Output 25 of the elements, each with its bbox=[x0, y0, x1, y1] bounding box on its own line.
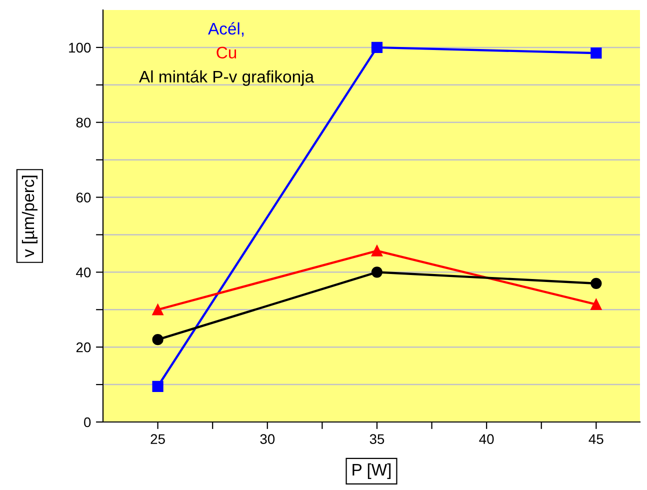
y-tick-label: 80 bbox=[76, 118, 91, 128]
x-tick-label: 40 bbox=[479, 434, 494, 444]
text: Cu bbox=[216, 46, 236, 58]
x-tick-label: 45 bbox=[588, 434, 604, 444]
point bbox=[590, 298, 602, 310]
x-tick-label: 30 bbox=[260, 434, 275, 444]
point bbox=[590, 278, 602, 289]
point bbox=[152, 380, 164, 392]
x-axis-title: P [W] bbox=[352, 463, 391, 479]
y-tick-label: 20 bbox=[76, 342, 91, 352]
y-tick-label: 100 bbox=[69, 42, 91, 53]
y-tick-label: 60 bbox=[76, 192, 91, 202]
point bbox=[152, 304, 164, 316]
text: Acél, bbox=[208, 22, 244, 37]
point bbox=[152, 334, 164, 346]
point bbox=[371, 266, 383, 278]
x-tick-label: 25 bbox=[150, 434, 165, 444]
text: Al minták P-v grafikonja bbox=[139, 70, 314, 86]
point bbox=[371, 42, 383, 54]
y-tick-label: 0 bbox=[84, 417, 91, 428]
point bbox=[371, 245, 383, 256]
x-tick-label: 35 bbox=[370, 434, 384, 444]
y-axis-title: v [µm/perc] bbox=[22, 176, 38, 258]
point bbox=[590, 48, 602, 59]
y-tick-label: 40 bbox=[76, 268, 91, 278]
